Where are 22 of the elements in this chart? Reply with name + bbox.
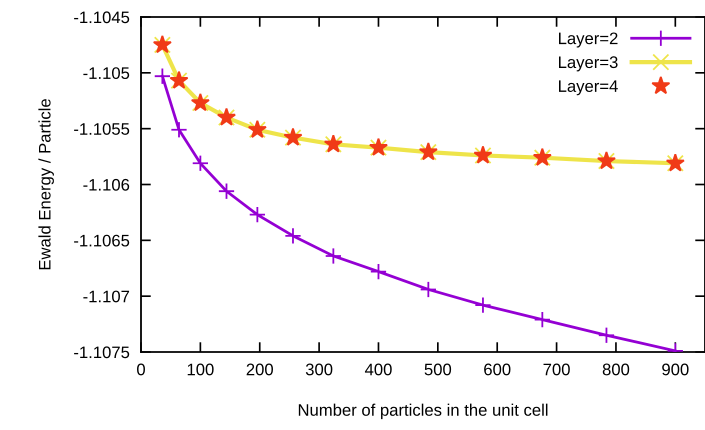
- y-tick-label: -1.1055: [74, 123, 130, 135]
- y-tick-label: -1.107: [83, 290, 130, 302]
- x-tick-label: 500: [424, 364, 452, 376]
- y-tick-label: -1.1045: [74, 11, 130, 24]
- y-axis-title: Ewald Energy / Particle: [38, 99, 54, 270]
- x-tick-label: 900: [662, 364, 689, 376]
- y-tick-label: -1.1065: [74, 234, 130, 247]
- x-tick-label: 700: [544, 364, 570, 376]
- y-tick-label: -1.106: [83, 178, 130, 191]
- legend-label: Layer=4: [559, 80, 618, 96]
- x-tick-label: 300: [306, 364, 332, 376]
- x-tick-label: 800: [602, 364, 630, 376]
- y-tick-label: -1.1075: [74, 346, 130, 358]
- x-axis-title: Number of particles in the unit cell: [298, 404, 548, 420]
- x-tick-label: 400: [364, 364, 392, 376]
- x-tick-label: 200: [246, 364, 273, 376]
- x-tick-label: 0: [137, 364, 145, 376]
- y-tick-label: -1.105: [83, 67, 130, 80]
- x-tick-label: 600: [484, 364, 510, 376]
- legend-label: Layer=2: [559, 32, 618, 48]
- x-tick-label: 100: [188, 364, 214, 376]
- legend-label: Layer=3: [559, 56, 618, 72]
